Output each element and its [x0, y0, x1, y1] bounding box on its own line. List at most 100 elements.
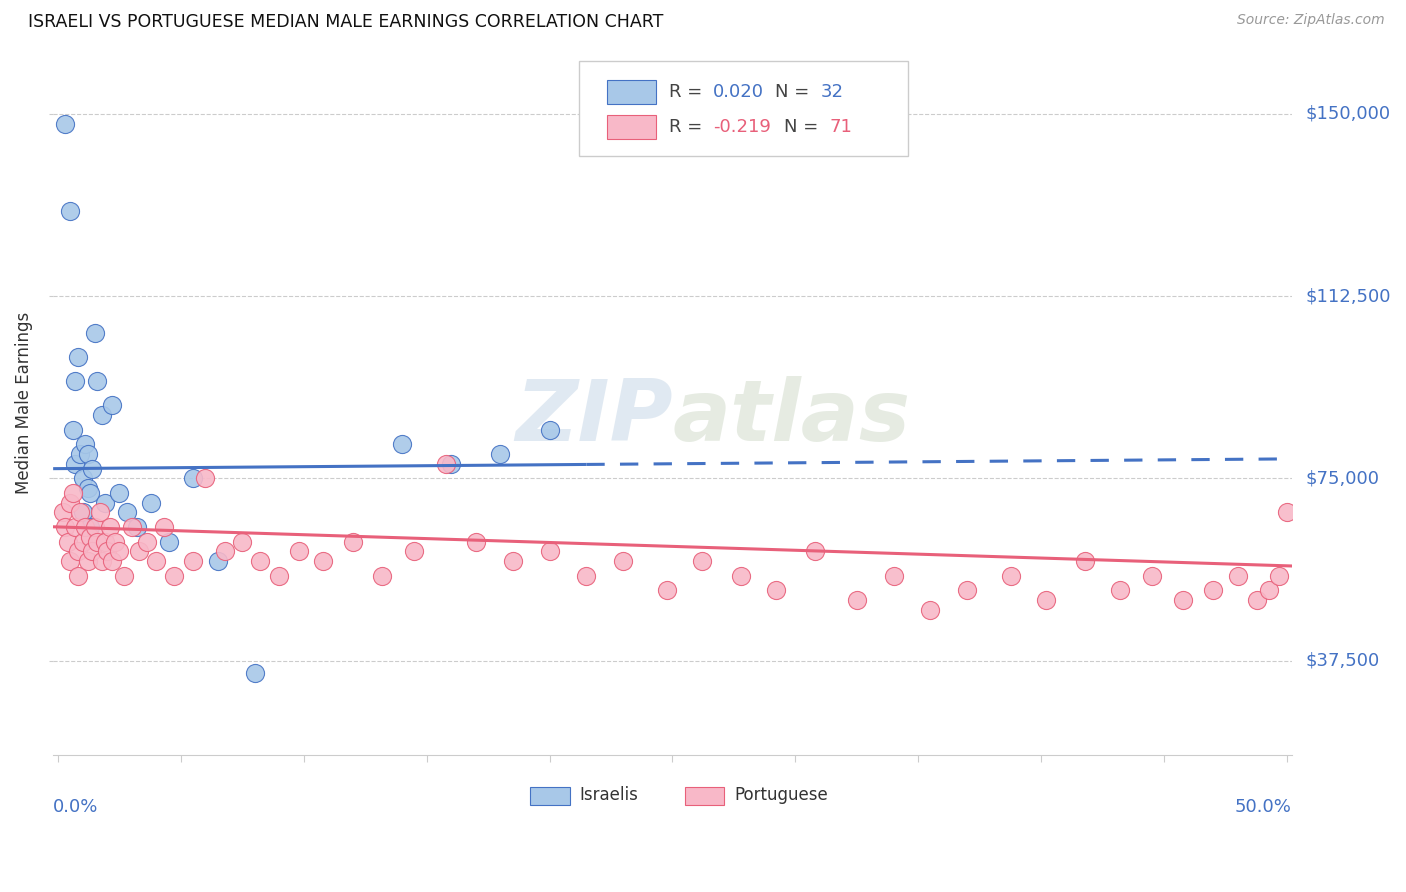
Point: [152, 520, 174, 534]
Point: [108, 486, 131, 500]
Text: N =: N =: [775, 83, 815, 101]
Point: [65, 520, 87, 534]
Point: [391, 437, 413, 451]
Point: [765, 583, 787, 598]
Point: [56, 534, 79, 549]
Point: [55, 520, 77, 534]
Point: [1275, 505, 1298, 519]
Point: [845, 592, 868, 607]
Text: $75,000: $75,000: [1306, 469, 1379, 487]
Point: [91, 408, 114, 422]
Point: [101, 399, 124, 413]
Point: [371, 568, 394, 582]
Point: [108, 544, 131, 558]
Text: 0.0%: 0.0%: [53, 797, 98, 815]
Point: [59, 204, 82, 219]
Point: [135, 534, 157, 549]
Text: -0.219: -0.219: [713, 118, 770, 136]
Point: [65, 457, 87, 471]
Point: [103, 534, 125, 549]
Point: [612, 554, 634, 568]
Point: [76, 447, 98, 461]
FancyBboxPatch shape: [579, 62, 908, 156]
Point: [181, 471, 204, 485]
Point: [86, 534, 108, 549]
Point: [194, 471, 217, 485]
Point: [84, 326, 107, 340]
Point: [93, 495, 115, 509]
Text: R =: R =: [669, 118, 707, 136]
Text: Israelis: Israelis: [579, 786, 638, 804]
Point: [1035, 592, 1057, 607]
Point: [231, 534, 253, 549]
Point: [1140, 568, 1163, 582]
Text: 32: 32: [821, 83, 844, 101]
Point: [920, 602, 942, 616]
Point: [207, 554, 229, 568]
Point: [464, 534, 486, 549]
Point: [101, 554, 124, 568]
Point: [96, 544, 118, 558]
FancyBboxPatch shape: [607, 79, 657, 103]
Point: [434, 457, 457, 471]
Point: [55, 117, 77, 131]
Point: [342, 534, 364, 549]
Text: N =: N =: [783, 118, 824, 136]
Point: [956, 583, 979, 598]
Point: [79, 520, 101, 534]
Point: [575, 568, 598, 582]
Text: 71: 71: [830, 118, 852, 136]
Point: [125, 520, 148, 534]
Point: [72, 505, 94, 519]
Text: R =: R =: [669, 83, 707, 101]
Point: [79, 530, 101, 544]
Point: [312, 554, 335, 568]
Text: Portuguese: Portuguese: [734, 786, 828, 804]
Point: [1246, 592, 1268, 607]
Point: [69, 505, 91, 519]
Point: [128, 544, 150, 558]
Point: [72, 471, 94, 485]
Point: [121, 520, 143, 534]
Point: [76, 554, 98, 568]
Text: Source: ZipAtlas.com: Source: ZipAtlas.com: [1237, 13, 1385, 28]
Point: [404, 544, 426, 558]
Point: [657, 583, 679, 598]
Point: [1108, 583, 1130, 598]
Point: [157, 534, 180, 549]
Point: [269, 568, 291, 582]
Point: [62, 423, 84, 437]
Text: $112,500: $112,500: [1306, 287, 1391, 305]
Point: [1000, 568, 1022, 582]
Point: [489, 447, 512, 461]
Point: [66, 544, 89, 558]
Point: [112, 568, 135, 582]
Text: 0.020: 0.020: [713, 83, 765, 101]
Point: [883, 568, 905, 582]
Text: $37,500: $37,500: [1306, 651, 1379, 670]
Point: [690, 554, 713, 568]
Point: [288, 544, 311, 558]
Point: [538, 423, 561, 437]
Text: ISRAELI VS PORTUGUESE MEDIAN MALE EARNINGS CORRELATION CHART: ISRAELI VS PORTUGUESE MEDIAN MALE EARNIN…: [28, 13, 664, 31]
Point: [66, 568, 89, 582]
Text: atlas: atlas: [672, 376, 911, 458]
Point: [59, 554, 82, 568]
Point: [82, 544, 104, 558]
Point: [145, 554, 167, 568]
FancyBboxPatch shape: [607, 115, 657, 139]
Point: [162, 568, 184, 582]
Y-axis label: Median Male Earnings: Median Male Earnings: [15, 312, 32, 494]
Point: [59, 495, 82, 509]
Point: [66, 350, 89, 364]
Point: [82, 461, 104, 475]
Point: [84, 520, 107, 534]
Point: [115, 505, 138, 519]
Text: 50.0%: 50.0%: [1234, 797, 1292, 815]
Text: ZIP: ZIP: [515, 376, 672, 458]
Point: [730, 568, 752, 582]
Point: [69, 447, 91, 461]
FancyBboxPatch shape: [685, 787, 724, 805]
Point: [75, 520, 97, 534]
Point: [98, 520, 121, 534]
